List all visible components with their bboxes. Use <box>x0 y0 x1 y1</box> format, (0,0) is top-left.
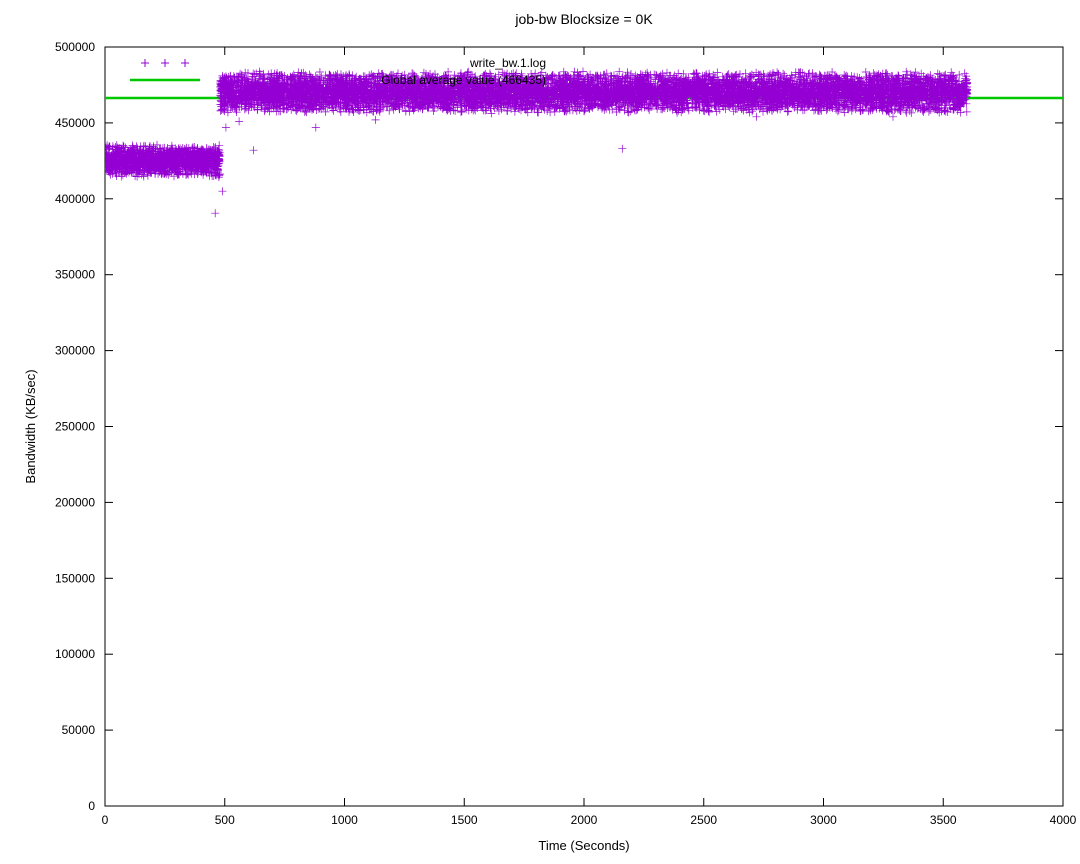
y-tick-label: 50000 <box>62 723 96 737</box>
x-tick-label: 2000 <box>571 813 598 827</box>
y-tick-label: 250000 <box>55 420 95 434</box>
y-tick-label: 100000 <box>55 647 95 661</box>
x-tick-label: 3000 <box>810 813 837 827</box>
y-tick-label: 150000 <box>55 571 95 585</box>
x-tick-label: 2500 <box>690 813 717 827</box>
y-tick-label: 200000 <box>55 495 95 509</box>
legend-label: Global average value (466435) <box>381 73 546 87</box>
y-tick-label: 450000 <box>55 116 95 130</box>
chart-title: job-bw Blocksize = 0K <box>514 11 653 27</box>
y-tick-label: 500000 <box>55 40 95 54</box>
x-tick-label: 4000 <box>1050 813 1077 827</box>
x-tick-label: 1000 <box>331 813 358 827</box>
bandwidth-chart: 0 500 1000 1500 2000 2500 3000 3500 4000 0 50000 10… <box>0 0 1080 864</box>
x-tick-label: 500 <box>215 813 235 827</box>
x-tick-label: 3500 <box>930 813 957 827</box>
x-tick-label: 0 <box>102 813 109 827</box>
x-tick-label: 1500 <box>451 813 478 827</box>
y-tick-label: 0 <box>88 799 95 813</box>
y-tick-label: 300000 <box>55 344 95 358</box>
legend-label: write_bw.1.log <box>469 56 546 70</box>
x-axis-label: Time (Seconds) <box>538 838 629 853</box>
y-axis-label: Bandwidth (KB/sec) <box>23 369 38 483</box>
chart-svg: 0 500 1000 1500 2000 2500 3000 3500 4000 0 50000 10… <box>0 0 1080 864</box>
y-tick-label: 400000 <box>55 192 95 206</box>
y-tick-label: 350000 <box>55 268 95 282</box>
